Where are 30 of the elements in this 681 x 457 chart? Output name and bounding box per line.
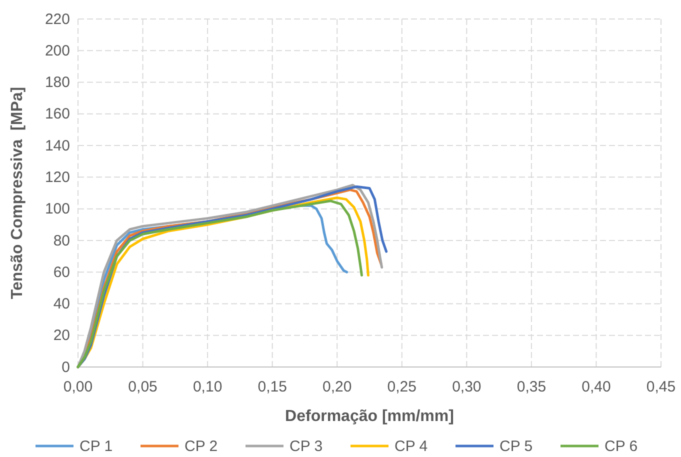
x-tick-label: 0,45	[646, 378, 676, 396]
legend-label: CP 4	[394, 438, 428, 455]
legend-label: CP 1	[80, 438, 113, 455]
y-tick-label: 220	[44, 10, 70, 28]
y-axis-title: Tensão Compressiva [MPa]	[9, 86, 26, 300]
y-tick-label: 120	[44, 168, 70, 186]
x-tick-label: 0,10	[192, 378, 222, 396]
y-tick-label: 0	[62, 358, 70, 376]
x-tick-label: 0,15	[258, 378, 287, 396]
x-tick-label: 0,35	[516, 378, 546, 396]
legend-label: CP 3	[290, 438, 323, 455]
legend-label: CP 2	[184, 438, 218, 455]
y-tick-label: 100	[44, 200, 70, 218]
x-tick-label: 0,00	[63, 378, 93, 396]
y-tick-label: 180	[44, 74, 70, 92]
x-axis-title: Deformação [mm/mm]	[285, 408, 454, 425]
legend-label: CP 5	[500, 438, 533, 455]
legend-label: CP 6	[604, 438, 638, 455]
x-tick-label: 0,05	[128, 378, 158, 396]
y-tick-label: 160	[44, 106, 70, 123]
y-tick-label: 140	[44, 137, 70, 154]
x-tick-label: 0,40	[582, 378, 611, 396]
y-tick-label: 80	[53, 232, 70, 250]
x-tick-label: 0,20	[322, 378, 352, 396]
y-tick-label: 40	[53, 296, 70, 313]
y-tick-label: 20	[53, 327, 70, 344]
x-tick-label: 0,30	[452, 378, 482, 396]
y-tick-label: 200	[44, 42, 70, 60]
y-tick-label: 60	[53, 264, 70, 281]
x-tick-label: 0,25	[387, 378, 416, 396]
